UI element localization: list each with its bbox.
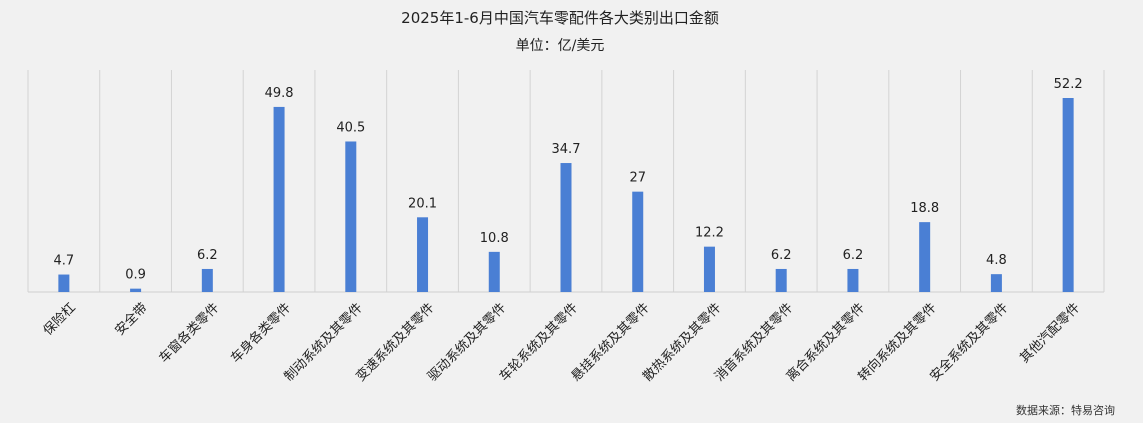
bar bbox=[58, 274, 70, 292]
category-label: 安全系统及其零件 bbox=[927, 300, 1012, 385]
bar bbox=[488, 251, 500, 292]
category-label: 车身各类零件 bbox=[228, 300, 294, 366]
value-label: 10.8 bbox=[480, 231, 509, 246]
bar bbox=[201, 268, 213, 292]
category-labels: 保险杠 安全带 车窗各类零件 车身各类零件制动系统及其零件变速系统及其零件驱动系统及其… bbox=[40, 300, 1083, 385]
category-label: 安全带 bbox=[112, 300, 151, 339]
bar bbox=[990, 274, 1002, 292]
bar bbox=[273, 106, 285, 292]
value-label: 20.1 bbox=[408, 196, 437, 211]
chart-subtitle: 单位：亿/美元 bbox=[516, 38, 605, 54]
value-label: 34.7 bbox=[552, 142, 581, 157]
value-label: 6.2 bbox=[771, 248, 792, 263]
bar bbox=[560, 163, 572, 292]
bar bbox=[130, 288, 142, 292]
category-label: 离合系统及其零件 bbox=[783, 300, 868, 385]
bar bbox=[632, 191, 644, 292]
bar bbox=[1062, 98, 1074, 292]
chart-title: 2025年1-6月中国汽车零配件各大类别出口金额 bbox=[401, 9, 719, 27]
category-label: 保险杠 bbox=[40, 300, 79, 339]
category-label: 其他汽配零件 bbox=[1017, 300, 1083, 366]
value-label: 49.8 bbox=[265, 86, 294, 101]
value-label: 12.2 bbox=[695, 226, 724, 241]
source-note: 数据来源：特易咨询 bbox=[1016, 403, 1115, 417]
bar bbox=[847, 268, 859, 292]
category-label: 驱动系统及其零件 bbox=[425, 300, 509, 384]
category-label: 车窗各类零件 bbox=[156, 300, 222, 366]
category-label: 转向系统及其零件 bbox=[855, 300, 940, 385]
category-label: 悬挂系统及其零件 bbox=[569, 300, 653, 384]
value-label: 0.9 bbox=[125, 268, 146, 283]
value-label: 4.8 bbox=[986, 253, 1007, 268]
category-label: 车轮系统及其零件 bbox=[496, 300, 581, 385]
category-label: 制动系统及其零件 bbox=[282, 300, 366, 384]
value-label: 4.7 bbox=[54, 254, 75, 269]
value-label: 40.5 bbox=[336, 120, 365, 135]
bar bbox=[775, 268, 787, 292]
value-label: 18.8 bbox=[910, 201, 939, 216]
category-label: 变速系统及其零件 bbox=[353, 300, 438, 385]
bars bbox=[58, 98, 1074, 292]
value-label: 27 bbox=[629, 171, 646, 186]
value-label: 6.2 bbox=[197, 248, 218, 263]
bar bbox=[417, 217, 429, 292]
bar bbox=[703, 246, 715, 292]
value-label: 52.2 bbox=[1054, 77, 1083, 92]
bar bbox=[345, 141, 357, 292]
category-label: 散热系统及其零件 bbox=[640, 300, 724, 384]
bar bbox=[919, 222, 931, 292]
value-label: 6.2 bbox=[843, 248, 864, 263]
value-labels: 4.7 0.9 6.2 49.8 40.5 20.1 10.8 34.7 27 12.2 6.2 6.… bbox=[54, 77, 1083, 283]
category-label: 消音系统及其零件 bbox=[711, 300, 796, 385]
